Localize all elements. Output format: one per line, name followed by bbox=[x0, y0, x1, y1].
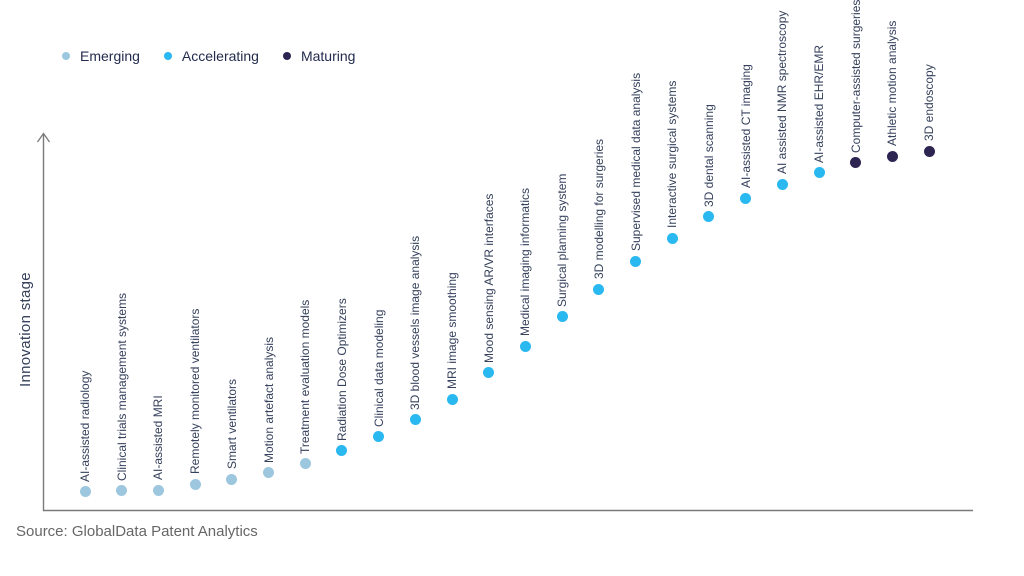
data-point-dot bbox=[886, 150, 898, 162]
legend-dot-icon bbox=[282, 52, 291, 60]
data-point-dot bbox=[336, 445, 348, 457]
data-point-dot bbox=[152, 484, 164, 496]
data-point-dot bbox=[116, 485, 128, 497]
data-point-dot bbox=[593, 283, 605, 295]
legend-label: Maturing bbox=[300, 48, 356, 64]
data-point-dot bbox=[373, 431, 385, 443]
data-point-label: AI-assisted CT imaging bbox=[738, 64, 753, 189]
data-point-label: AI-assisted MRI bbox=[151, 395, 166, 481]
data-point-dot bbox=[226, 473, 238, 485]
data-point-dot bbox=[299, 458, 311, 470]
data-point-label: 3D modelling for surgeries bbox=[591, 139, 606, 280]
source-caption: Source: GlobalData Patent Analytics bbox=[16, 523, 258, 540]
data-point-label: AI assisted NMR spectroscopy bbox=[775, 10, 790, 175]
data-point-dot bbox=[740, 192, 752, 204]
data-point-dot bbox=[850, 157, 862, 169]
legend-label: Emerging bbox=[80, 48, 140, 64]
data-point-dot bbox=[666, 232, 678, 244]
data-point-label: Supervised medical data analysis bbox=[628, 73, 643, 252]
data-point-dot bbox=[189, 478, 201, 490]
data-point-dot bbox=[79, 486, 91, 498]
data-point-label: Treatment evaluation models bbox=[298, 299, 313, 454]
legend-dot-icon bbox=[163, 52, 172, 60]
legend-item: Emerging bbox=[62, 48, 140, 64]
data-point-label: MRI image smoothing bbox=[445, 272, 459, 390]
data-point-dot bbox=[630, 255, 641, 267]
data-point-label: Remotely monitored ventilators bbox=[188, 308, 203, 475]
legend: Emerging Accelerating Maturing bbox=[62, 48, 355, 64]
data-point-label: Radiation Dose Optimizers bbox=[334, 298, 349, 441]
data-point-dot bbox=[263, 467, 274, 479]
data-point-label: Athletic motion analysis bbox=[885, 21, 900, 147]
data-point-dot bbox=[556, 311, 568, 323]
data-point-label: Interactive surgical systems bbox=[665, 80, 680, 229]
data-point-label: Clinical trials management systems bbox=[114, 292, 129, 481]
data-point-label: Clinical data modeling bbox=[371, 309, 386, 427]
data-point-label: Computer-assisted surgeries bbox=[848, 0, 863, 153]
legend-dot-icon bbox=[62, 52, 70, 60]
data-point-label: AI-assisted EHR/EMR bbox=[812, 44, 826, 163]
data-point-label: 3D endoscopy bbox=[922, 64, 937, 141]
data-point-label: AI-assisted radiology bbox=[78, 370, 92, 482]
legend-item: Accelerating bbox=[163, 48, 259, 64]
data-point-dot bbox=[519, 340, 531, 352]
data-point-dot bbox=[923, 145, 935, 157]
data-point-label: Smart ventilators bbox=[224, 379, 239, 470]
data-point-label: Medical imaging informatics bbox=[518, 188, 533, 337]
data-point-dot bbox=[703, 211, 715, 223]
legend-item: Maturing bbox=[282, 48, 356, 64]
legend-label: Accelerating bbox=[181, 48, 259, 64]
data-point-label: Mood sensing AR/VR interfaces bbox=[481, 193, 496, 363]
data-point-dot bbox=[813, 167, 825, 179]
data-point-label: Surgical planning system bbox=[555, 173, 570, 307]
data-point-dot bbox=[776, 178, 788, 190]
data-point-label: 3D dental scanning bbox=[701, 103, 716, 207]
data-point-dot bbox=[483, 367, 495, 379]
data-point-dot bbox=[409, 414, 421, 426]
data-point-dot bbox=[446, 393, 458, 405]
data-point-label: 3D blood vessels image analysis bbox=[408, 235, 423, 410]
data-point-label: Motion artefact analysis bbox=[261, 336, 276, 463]
